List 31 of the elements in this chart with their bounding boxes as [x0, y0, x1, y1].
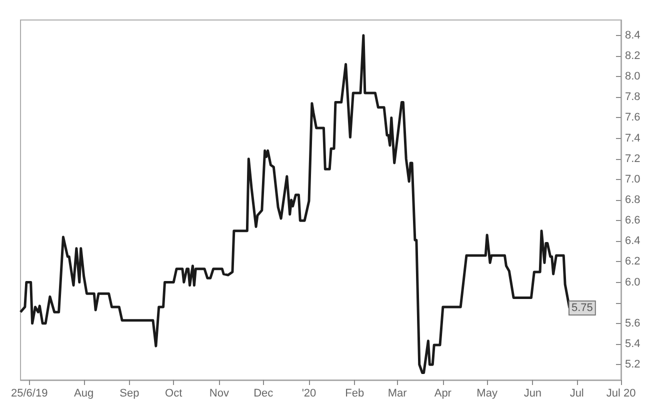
x-tick-label: Jul [570, 388, 584, 400]
y-tick-label: 5.6 [625, 317, 640, 330]
x-tick-label: Nov [209, 388, 230, 400]
text: 7.0 [625, 173, 640, 186]
y-tick-label: 6.8 [625, 194, 640, 206]
x-tick-label: Jul 20 [606, 388, 636, 400]
x-tick-label: Oct [165, 388, 182, 400]
x-tick-label: 25/6/19 [11, 388, 48, 400]
x-tick-label: '20 [302, 388, 316, 400]
y-tick-label: 7.2 [625, 152, 640, 165]
x-tick-label: May [476, 388, 498, 400]
x-tick-label: Apr [434, 388, 452, 400]
y-tick-label: 5.4 [625, 338, 640, 350]
annotation: 5.75 [571, 302, 593, 314]
text: 8.0 [625, 70, 640, 83]
y-tick-label: 5.2 [625, 358, 640, 371]
text: 6.0 [625, 276, 640, 288]
x-tick-label: Dec [254, 388, 274, 400]
x-tick-label: Aug [74, 388, 94, 400]
y-tick-label: 8.2 [625, 50, 640, 62]
y-tick-label: 8.4 [625, 29, 640, 42]
x-tick-label: Mar [388, 388, 408, 400]
y-tick-label: 6.2 [625, 256, 640, 268]
y-tick-label: 6.6 [625, 214, 640, 227]
y-tick-label: 7.6 [625, 112, 640, 124]
y-tick-label: 7.4 [625, 132, 640, 144]
y-tick-label: 6.4 [625, 235, 640, 248]
y-tick-label: 7.8 [625, 91, 640, 104]
x-tick-label: Sep [120, 388, 140, 400]
x-tick-label: Jun [524, 388, 542, 400]
x-tick-label: Feb [345, 388, 364, 400]
